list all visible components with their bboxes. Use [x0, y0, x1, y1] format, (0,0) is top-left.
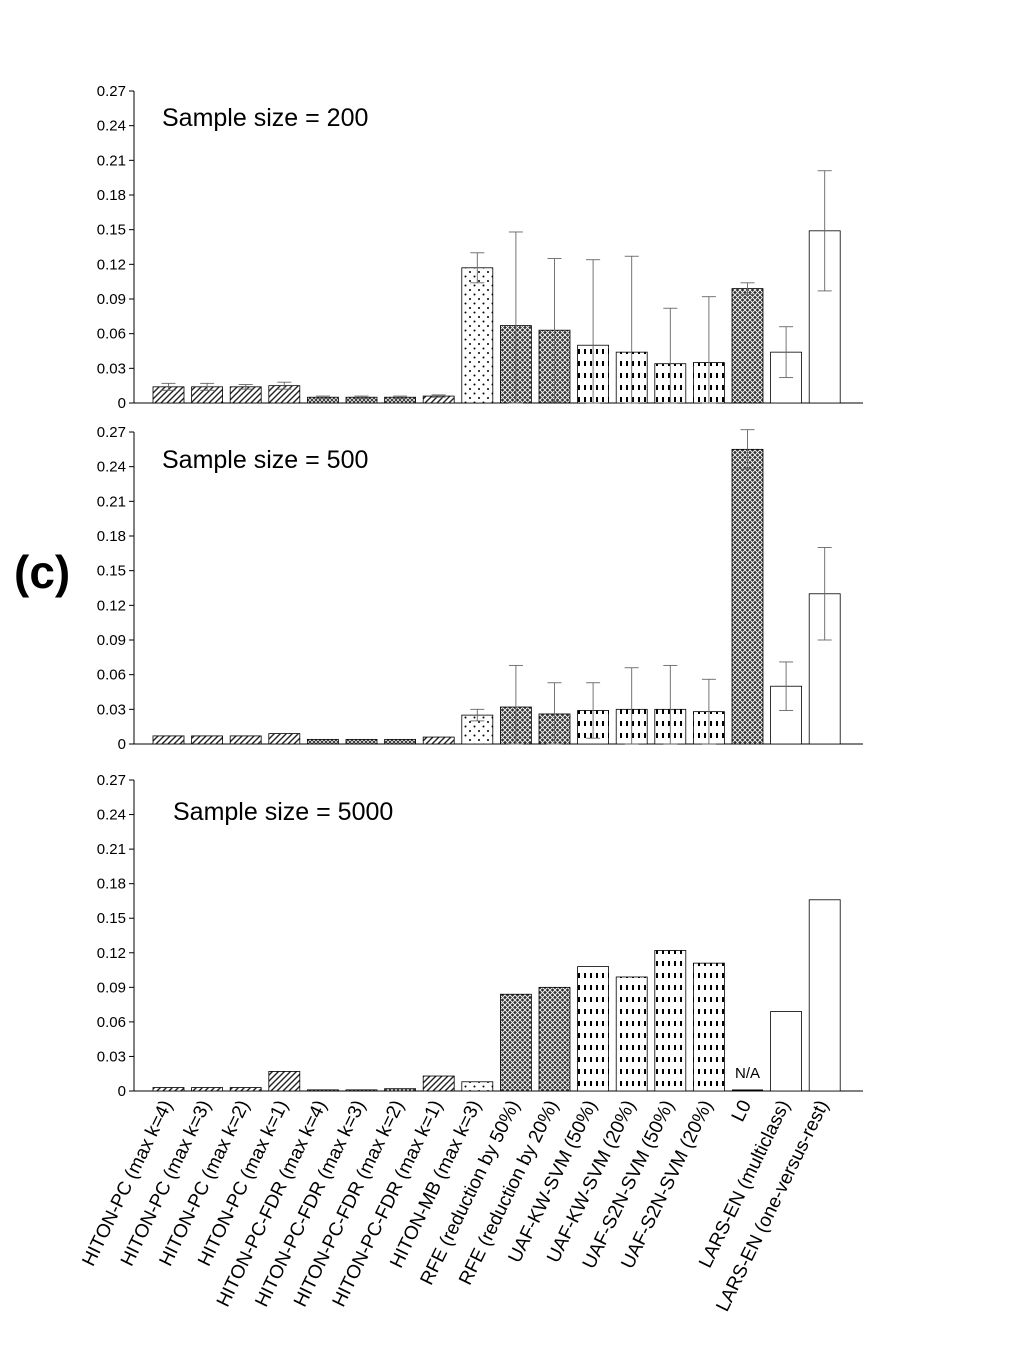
- y-tick-label: 0.03: [97, 1048, 126, 1065]
- bar: [384, 1088, 417, 1092]
- bar: [345, 1089, 378, 1092]
- na-label: N/A: [735, 1065, 760, 1082]
- bar: [577, 966, 609, 1092]
- bars-1: [152, 170, 841, 404]
- bar: [693, 962, 725, 1092]
- y-tick-label: 0: [118, 395, 126, 412]
- bar: [268, 733, 301, 745]
- bar: [461, 267, 494, 404]
- y-tick-label: 0.24: [97, 459, 126, 476]
- y-tick-label: 0.06: [97, 1014, 126, 1031]
- bar: [152, 735, 185, 745]
- y-tick-label: 0: [118, 736, 126, 753]
- y-tick-label: 0.21: [97, 152, 126, 169]
- bar: [191, 735, 224, 745]
- y-tick-label: 0.12: [97, 597, 126, 614]
- y-tick-label: 0.03: [97, 360, 126, 377]
- y-tick-label: 0.03: [97, 701, 126, 718]
- bar: [152, 1087, 185, 1092]
- y-tick-label: 0.06: [97, 667, 126, 684]
- y-tick-label: 0.18: [97, 187, 126, 204]
- y-tick-label: 0: [118, 1083, 126, 1100]
- bar: [191, 1087, 224, 1092]
- bar: [229, 735, 262, 745]
- y-axis-1: 0 0.03 0.06 0.09 0.12 0.15 0.18 0.21 0.24 0.27: [97, 83, 863, 412]
- bar: [229, 1087, 262, 1092]
- chart-panel-2: 0 0.03 0.06 0.09 0.12 0.15 0.18 0.21 0.24 0.27 Sa…: [97, 424, 863, 753]
- bar: [770, 1011, 802, 1092]
- bar: [499, 993, 532, 1092]
- y-tick-label: 0.12: [97, 945, 126, 962]
- bar: [461, 1081, 494, 1092]
- y-tick-label: 0.15: [97, 910, 126, 927]
- chart-panel-1: 0 0.03 0.06 0.09 0.12 0.15 0.18 0.21 0.24 0.27 Sa…: [97, 83, 863, 412]
- y-tick-label: 0.09: [97, 632, 126, 649]
- y-tick-label: 0.09: [97, 291, 126, 308]
- y-tick-label: 0.24: [97, 807, 126, 824]
- bar: [384, 738, 417, 745]
- y-axis-2: 0 0.03 0.06 0.09 0.12 0.15 0.18 0.21 0.24 0.27: [97, 424, 863, 753]
- y-tick-label: 0.12: [97, 256, 126, 273]
- category-label: L0: [728, 1097, 756, 1125]
- bars-3: N/A: [152, 899, 841, 1092]
- y-tick-label: 0.24: [97, 118, 126, 135]
- bar: [615, 976, 648, 1092]
- bar: [422, 736, 455, 745]
- figure-label: (c): [14, 546, 70, 598]
- y-tick-label: 0.15: [97, 222, 126, 239]
- y-axis-3: 0 0.03 0.06 0.09 0.12 0.15 0.18 0.21 0.24 0.27: [97, 772, 863, 1100]
- bar: [268, 1071, 301, 1092]
- bar: [731, 288, 764, 404]
- bar: [345, 738, 378, 745]
- bar: [306, 738, 339, 745]
- bar: [538, 986, 571, 1092]
- panel-title-1: Sample size = 200: [162, 104, 368, 132]
- y-tick-label: 0.27: [97, 424, 126, 441]
- y-tick-label: 0.21: [97, 841, 126, 858]
- panel-title-2: Sample size = 500: [162, 446, 368, 474]
- y-tick-label: 0.21: [97, 493, 126, 510]
- bar: [654, 950, 687, 1092]
- y-tick-label: 0.06: [97, 326, 126, 343]
- y-tick-label: 0.18: [97, 876, 126, 893]
- y-tick-label: 0.27: [97, 83, 126, 100]
- panel-title-3: Sample size = 5000: [173, 798, 393, 826]
- chart-panel-3: 0 0.03 0.06 0.09 0.12 0.15 0.18 0.21 0.24 0.27 N/…: [97, 772, 863, 1100]
- bar: [731, 448, 764, 745]
- y-tick-label: 0.15: [97, 563, 126, 580]
- x-axis-category-labels: HITON-PC (max k=4)HITON-PC (max k=3)HITO…: [78, 1097, 833, 1315]
- bars-2: [152, 429, 841, 745]
- y-tick-label: 0.09: [97, 979, 126, 996]
- y-tick-label: 0.27: [97, 772, 126, 789]
- bar: [422, 1075, 455, 1092]
- bar: [808, 899, 841, 1092]
- bar: [306, 1089, 339, 1092]
- y-tick-label: 0.18: [97, 528, 126, 545]
